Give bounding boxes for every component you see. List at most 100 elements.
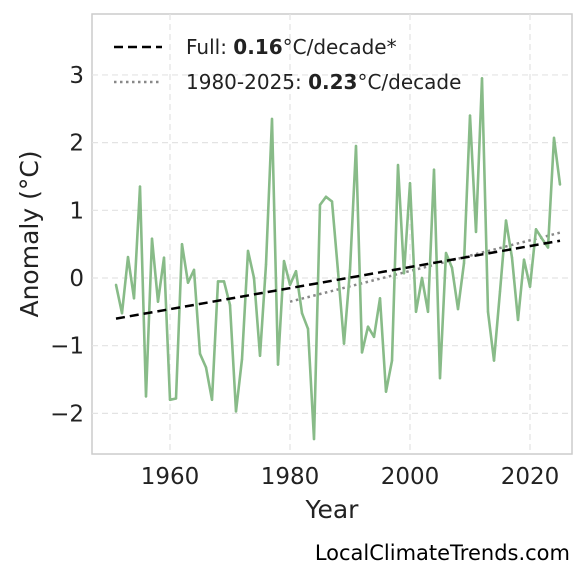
data-point xyxy=(300,312,304,315)
data-point xyxy=(138,185,142,188)
data-point xyxy=(366,325,370,328)
x-tick-label: 2000 xyxy=(381,464,440,490)
y-tick-label: 3 xyxy=(69,63,84,89)
data-point xyxy=(492,359,496,362)
data-point xyxy=(486,310,490,314)
data-point xyxy=(510,256,514,259)
data-point xyxy=(114,283,118,286)
legend-label-full: Full: 0.16°C/decade* xyxy=(186,35,397,59)
data-point xyxy=(324,195,328,198)
data-point xyxy=(408,182,412,185)
data-point xyxy=(528,285,532,288)
y-tick-label: −2 xyxy=(50,401,84,427)
data-point xyxy=(480,77,484,80)
data-point xyxy=(252,276,256,280)
data-point xyxy=(174,397,178,400)
data-point xyxy=(330,200,334,203)
data-point xyxy=(294,270,298,273)
y-tick-label: 2 xyxy=(69,131,84,157)
data-point xyxy=(246,249,250,253)
data-point xyxy=(144,395,148,398)
data-point xyxy=(276,363,280,366)
data-point xyxy=(210,398,214,402)
data-point xyxy=(234,410,238,413)
data-point xyxy=(504,219,508,222)
data-point xyxy=(456,307,460,311)
data-point xyxy=(384,390,388,393)
plot-area xyxy=(91,13,573,455)
data-point xyxy=(360,351,364,354)
data-point xyxy=(228,303,232,307)
x-tick-label: 2020 xyxy=(501,464,560,490)
data-point xyxy=(312,437,316,441)
data-point xyxy=(162,256,166,259)
data-point xyxy=(432,168,436,171)
data-point xyxy=(390,359,394,362)
tick-labels: 1960 1980 2000 2020 −2 −1 0 1 2 3 xyxy=(50,63,559,490)
x-tick-label: 1980 xyxy=(261,464,320,490)
data-point xyxy=(546,246,550,249)
data-point xyxy=(216,280,220,283)
data-point xyxy=(180,242,184,246)
data-point xyxy=(354,144,358,148)
x-tick-label: 1960 xyxy=(141,464,200,490)
data-point xyxy=(240,358,244,361)
data-point xyxy=(426,310,430,314)
data-point xyxy=(336,270,340,273)
data-point xyxy=(132,297,136,300)
data-point xyxy=(450,266,454,270)
data-point xyxy=(462,261,466,265)
data-point xyxy=(222,280,226,283)
data-point xyxy=(306,327,310,330)
data-point xyxy=(348,268,352,272)
credit-text: LocalClimateTrends.com xyxy=(315,541,570,565)
data-point xyxy=(372,335,376,339)
x-axis-title: Year xyxy=(305,495,360,524)
data-point xyxy=(474,230,478,234)
data-point xyxy=(558,183,562,186)
data-point xyxy=(342,342,346,345)
data-point xyxy=(444,251,448,255)
data-point xyxy=(414,310,418,314)
y-tick-label: 0 xyxy=(69,266,84,292)
data-point xyxy=(468,114,472,117)
data-point xyxy=(438,376,442,380)
data-point xyxy=(186,281,190,284)
data-point xyxy=(552,136,556,140)
data-point xyxy=(534,228,538,231)
data-point xyxy=(204,366,208,369)
trend-layer xyxy=(289,231,561,303)
data-point xyxy=(540,237,544,240)
y-axis-title: Anomaly (°C) xyxy=(15,150,44,317)
data-point xyxy=(522,258,526,261)
data-point xyxy=(420,276,424,280)
data-point xyxy=(264,263,268,266)
data-point xyxy=(288,283,292,286)
data-point xyxy=(378,297,382,300)
y-tick-label: −1 xyxy=(50,334,84,360)
data-point xyxy=(396,163,400,167)
legend-label-recent: 1980-2025: 0.23°C/decade xyxy=(186,70,461,94)
data-point xyxy=(156,300,160,303)
trend-line-recent xyxy=(289,231,561,303)
data-point xyxy=(192,268,196,272)
data-point xyxy=(198,352,202,356)
data-point xyxy=(318,203,322,207)
data-point xyxy=(498,290,502,293)
data-point xyxy=(516,318,520,322)
legend: Full: 0.16°C/decade* 1980-2025: 0.23°C/d… xyxy=(114,35,461,94)
y-tick-label: 1 xyxy=(69,198,84,224)
data-point xyxy=(402,272,406,275)
data-point xyxy=(282,259,286,263)
data-point xyxy=(270,117,274,121)
trend-line-full xyxy=(115,239,561,320)
data-point xyxy=(258,354,262,358)
grid xyxy=(92,14,572,454)
series-layer xyxy=(114,77,562,441)
data-point xyxy=(120,312,124,315)
data-point xyxy=(168,398,172,402)
data-point xyxy=(126,255,130,259)
data-point xyxy=(150,237,154,240)
